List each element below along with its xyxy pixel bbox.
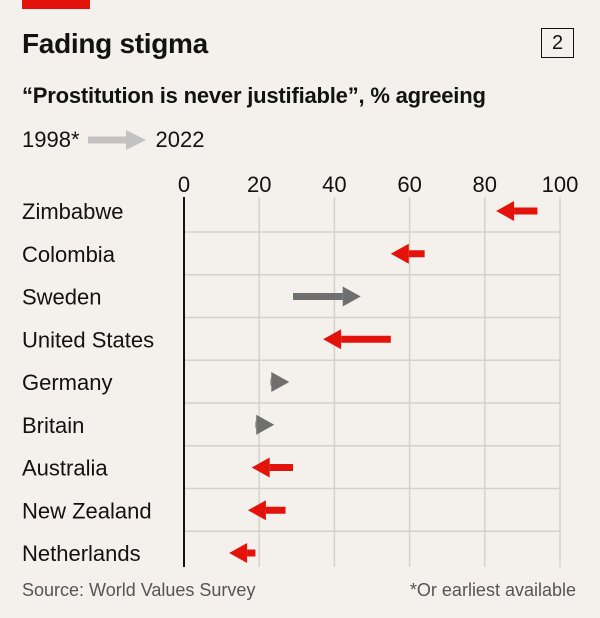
arrow-head: [229, 543, 248, 563]
category-label: New Zealand: [22, 498, 152, 523]
legend-to-label: 2022: [155, 127, 205, 152]
footnote: *Or earliest available: [409, 580, 576, 600]
arrow-head: [496, 201, 515, 221]
category-label: United States: [22, 327, 154, 352]
arrow-head: [256, 414, 275, 435]
chart-title: Fading stigma: [22, 28, 208, 59]
arrow-head: [247, 500, 266, 521]
category-label: Netherlands: [22, 541, 141, 566]
arrow-head: [390, 243, 409, 264]
arrow-head: [342, 286, 361, 307]
arrow-head: [323, 329, 342, 350]
chart-subtitle: “Prostitution is never justifiable”, % a…: [22, 83, 486, 108]
brand-tag: [22, 0, 90, 9]
category-label: Britain: [22, 413, 84, 438]
x-tick-label: 0: [178, 172, 190, 197]
category-label: Sweden: [22, 285, 102, 310]
category-label: Germany: [22, 370, 112, 395]
chart-number-badge: 2: [541, 28, 574, 58]
category-label: Colombia: [22, 242, 116, 267]
arrow-head: [271, 372, 290, 392]
legend: 1998* 2022: [22, 126, 204, 154]
legend-from-label: 1998*: [22, 127, 80, 152]
category-label: Australia: [22, 456, 108, 481]
source-note: Source: World Values Survey: [22, 580, 256, 600]
category-label: Zimbabwe: [22, 199, 123, 224]
x-tick-label: 20: [247, 172, 271, 197]
legend-arrow-icon: [87, 130, 146, 150]
x-tick-label: 80: [473, 172, 497, 197]
x-tick-label: 40: [322, 172, 346, 197]
arrow-head: [251, 457, 270, 478]
x-tick-label: 100: [542, 172, 579, 197]
x-tick-label: 60: [397, 172, 421, 197]
